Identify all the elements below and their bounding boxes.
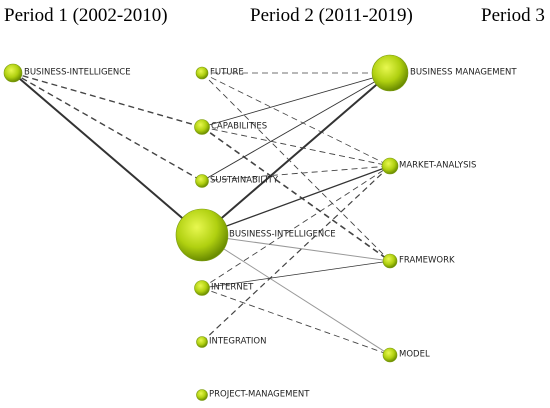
node-label: INTERNET [211,283,254,293]
node-label: BUSINESS-INTELLIGENCE [24,68,131,78]
node-label: MARKET-ANALYSIS [399,161,476,171]
node-label: PROJECT-MANAGEMENT [209,390,310,400]
node-label: CAPABILITIES [211,122,267,132]
node [196,336,208,348]
node [195,174,209,188]
node [195,66,209,80]
node [382,347,398,363]
node-label: FUTURE [210,68,244,78]
node-label: INTEGRATION [209,337,266,347]
node [194,119,210,135]
period-header: Period 1 (2002-2010) [4,5,168,26]
edges [12,72,391,356]
node-label: BUSINESS MANAGEMENT [410,68,517,78]
node-label: FRAMEWORK [399,256,455,266]
node [196,389,208,401]
period-header: Period 3 [481,5,545,26]
node [371,54,409,92]
node-label: MODEL [399,350,430,360]
node [382,253,398,269]
nodes: BUSINESS-INTELLIGENCE FUTURE CAPABILITIE… [3,54,517,401]
node [175,208,229,262]
period-header: Period 2 (2011-2019) [250,5,413,26]
node-label: SUSTAINABILITY [210,176,279,186]
node [194,280,210,296]
node [381,157,399,175]
node-label: BUSINESS-INTELLIGENCE [229,230,336,240]
node [3,63,23,83]
